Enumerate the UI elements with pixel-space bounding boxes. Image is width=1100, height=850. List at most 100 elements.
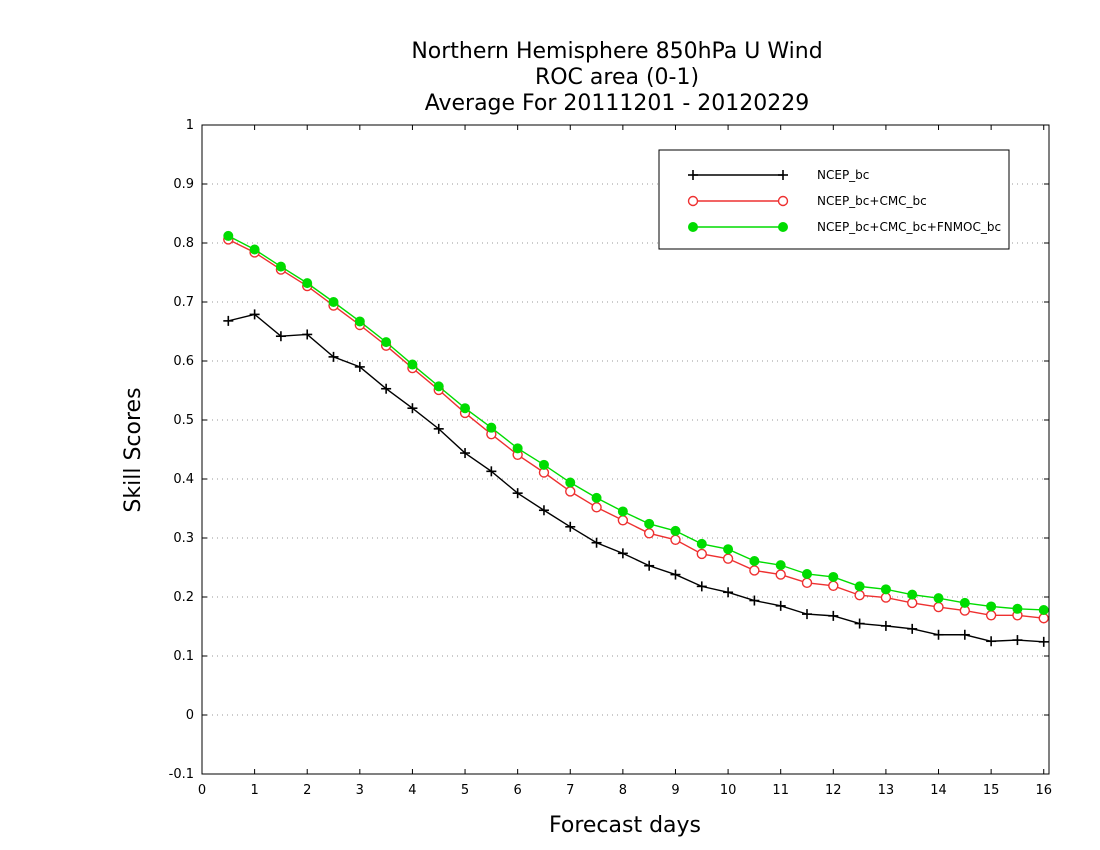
data-point (249, 244, 260, 255)
data-point (880, 592, 892, 603)
x-tick-label: 1 (250, 783, 258, 798)
data-point (801, 577, 813, 589)
data-point (381, 337, 392, 348)
x-tick-label: 7 (566, 783, 574, 798)
data-point (407, 403, 418, 414)
data-point (775, 600, 786, 611)
data-point (223, 230, 234, 241)
data-point (828, 580, 839, 591)
y-tick-label: 0.3 (173, 531, 194, 546)
legend-entry-2: NCEP_bc+CMC_bc (687, 194, 927, 208)
chart-title-line-1: Northern Hemisphere 850hPa U Wind (411, 39, 822, 64)
plot-frame (201, 124, 1050, 775)
data-point (749, 556, 760, 567)
data-point (696, 581, 707, 592)
data-point (986, 601, 997, 612)
data-point (1038, 604, 1049, 615)
legend-label: NCEP_bc+CMC_bc+FNMOC_bc (817, 220, 1001, 234)
data-point (670, 534, 681, 545)
data-point (565, 521, 576, 532)
data-point (328, 297, 339, 307)
data-point (985, 610, 997, 621)
data-point (696, 538, 707, 549)
y-tick-label: 0.8 (173, 236, 194, 251)
data-point (777, 195, 789, 207)
data-point (512, 443, 523, 454)
data-point (275, 331, 286, 342)
data-point (643, 528, 655, 539)
data-point (1038, 613, 1049, 624)
data-point (880, 620, 891, 631)
data-point (617, 548, 628, 559)
data-point (433, 423, 444, 434)
data-point (1012, 603, 1023, 614)
x-tick-label: 10 (720, 783, 737, 798)
data-point (486, 422, 497, 433)
x-tick-label: 5 (461, 783, 469, 798)
data-point (933, 601, 944, 613)
y-tick-label: 1 (186, 118, 194, 133)
series-3 (223, 230, 1049, 615)
data-point (907, 589, 918, 600)
legend-box (658, 149, 1010, 250)
y-tick-label: 0 (186, 708, 194, 723)
data-point (749, 595, 760, 606)
data-point (591, 492, 602, 503)
data-point (460, 448, 471, 459)
data-point (644, 560, 655, 571)
data-point (1012, 635, 1023, 646)
legend: NCEP_bc NCEP_bc+CMC_bc NCEP_bc+CMC_bc+FNMO… (658, 149, 1010, 250)
data-point (617, 506, 628, 517)
data-point (565, 477, 576, 488)
x-tick-label: 14 (930, 783, 947, 798)
data-point (687, 195, 699, 207)
data-point (933, 593, 944, 604)
data-point (688, 170, 698, 180)
data-point (828, 610, 839, 621)
chart-title: Northern Hemisphere 850hPa U Wind ROC ar… (411, 39, 822, 116)
data-point (688, 222, 698, 232)
data-point (775, 560, 786, 571)
data-point (723, 587, 734, 598)
data-point (749, 565, 760, 576)
data-point (907, 597, 918, 609)
data-point (354, 361, 365, 372)
y-tick-label: 0.7 (173, 295, 194, 310)
y-tick-label: -0.1 (169, 767, 194, 782)
data-point (1038, 636, 1049, 647)
series-1 (223, 309, 1049, 647)
y-axis-label: Skill Scores (121, 387, 146, 512)
data-point (275, 261, 286, 272)
data-point (617, 515, 629, 526)
data-point (828, 571, 839, 582)
x-axis: 0 1 2 3 4 5 6 7 8 9 10 11 12 13 14 15 16 (198, 125, 1052, 798)
data-point (486, 466, 497, 477)
x-tick-label: 6 (514, 783, 522, 798)
data-point (512, 488, 523, 499)
data-point (880, 584, 891, 595)
data-point (302, 329, 313, 340)
data-point (249, 309, 260, 320)
data-point (854, 618, 865, 629)
chart-title-line-2: ROC area (0-1) (535, 65, 699, 90)
data-point (778, 170, 788, 180)
data-point (670, 569, 681, 580)
y-tick-label: 0.2 (173, 590, 194, 605)
data-point (644, 518, 655, 529)
x-tick-label: 8 (619, 783, 627, 798)
x-tick-label: 11 (772, 783, 789, 798)
legend-entry-1: NCEP_bc (688, 168, 869, 182)
data-point (907, 623, 918, 634)
y-tick-label: 0.6 (173, 354, 194, 369)
data-point (591, 537, 602, 548)
data-point (986, 636, 997, 647)
data-point (460, 403, 471, 414)
data-point (407, 359, 418, 370)
data-point (854, 581, 865, 592)
legend-label: NCEP_bc (817, 168, 869, 182)
x-tick-label: 3 (356, 783, 364, 798)
data-point (959, 629, 970, 640)
data-point (778, 222, 788, 232)
